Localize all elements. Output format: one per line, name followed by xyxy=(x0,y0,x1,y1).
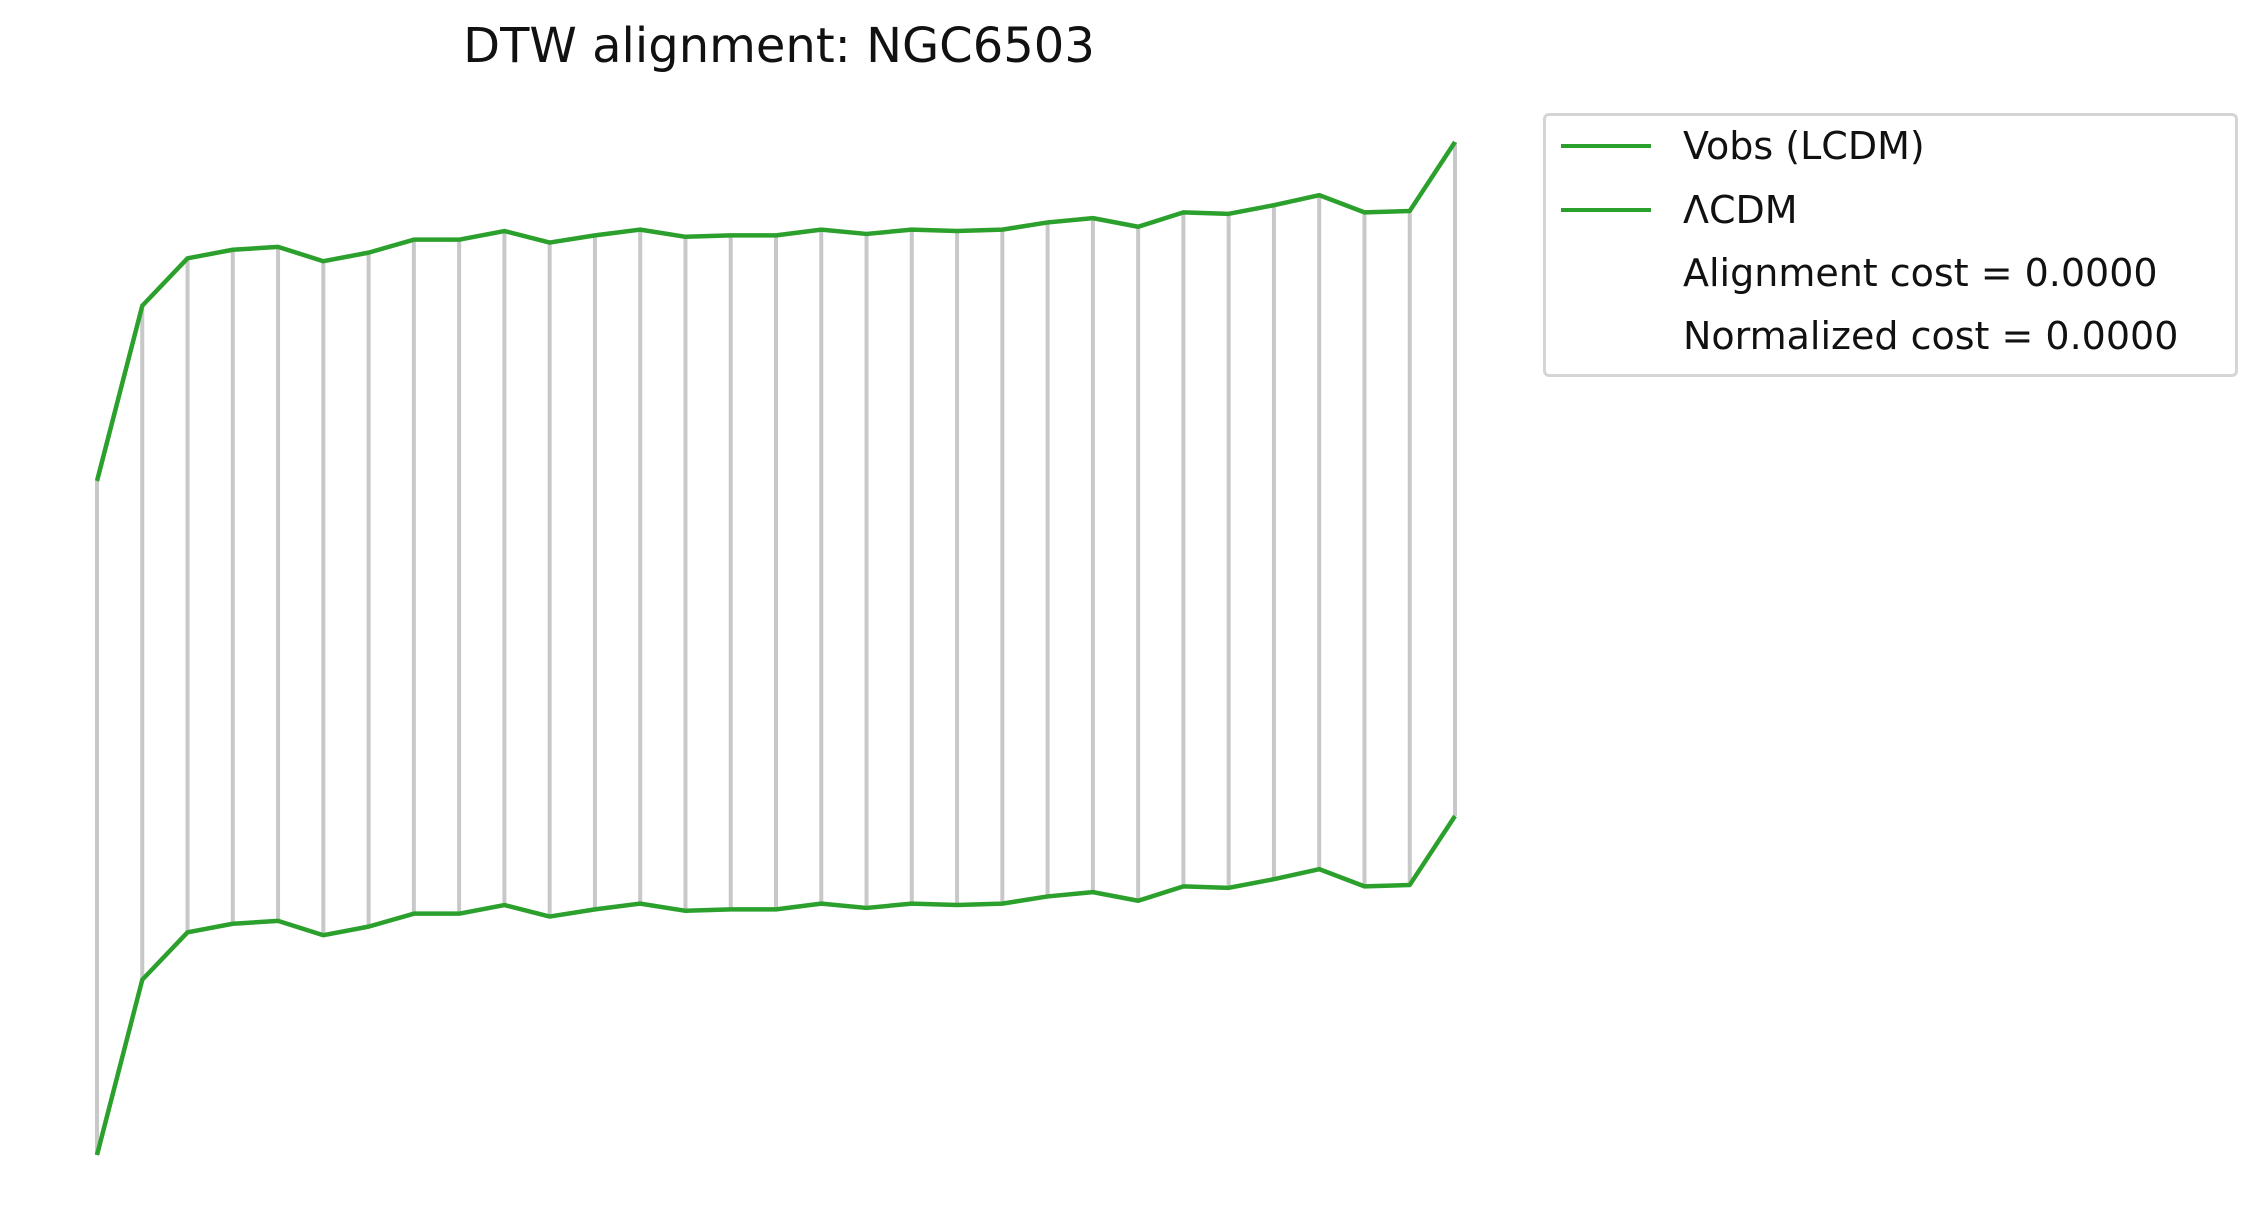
legend-entry-lcdm: ΛCDM xyxy=(1546,180,1798,240)
series-line-vobs xyxy=(94,140,1457,482)
legend-swatch-blank xyxy=(1561,334,1651,338)
series-lines xyxy=(94,140,1457,1156)
series-line-lcdm xyxy=(94,814,1457,1156)
legend-swatch-lcdm xyxy=(1561,208,1651,212)
chart-title: DTW alignment: NGC6503 xyxy=(463,18,1095,74)
legend-entry-vobs: Vobs (LCDM) xyxy=(1546,116,1925,176)
legend-label-lcdm: ΛCDM xyxy=(1683,188,1798,232)
alignment-cost-label: Alignment cost = 0.0000 xyxy=(1683,251,2158,295)
normalized-cost-label: Normalized cost = 0.0000 xyxy=(1683,314,2179,358)
legend-entry-alignment-cost: Alignment cost = 0.0000 xyxy=(1546,243,2158,303)
legend-entry-normalized-cost: Normalized cost = 0.0000 xyxy=(1546,306,2178,366)
legend-label-vobs: Vobs (LCDM) xyxy=(1683,124,1925,168)
legend: Vobs (LCDM) ΛCDM Alignment cost = 0.0000… xyxy=(1543,113,2238,377)
alignment-connectors xyxy=(95,142,1457,1155)
legend-swatch-vobs xyxy=(1561,144,1651,148)
legend-swatch-blank xyxy=(1561,271,1651,275)
